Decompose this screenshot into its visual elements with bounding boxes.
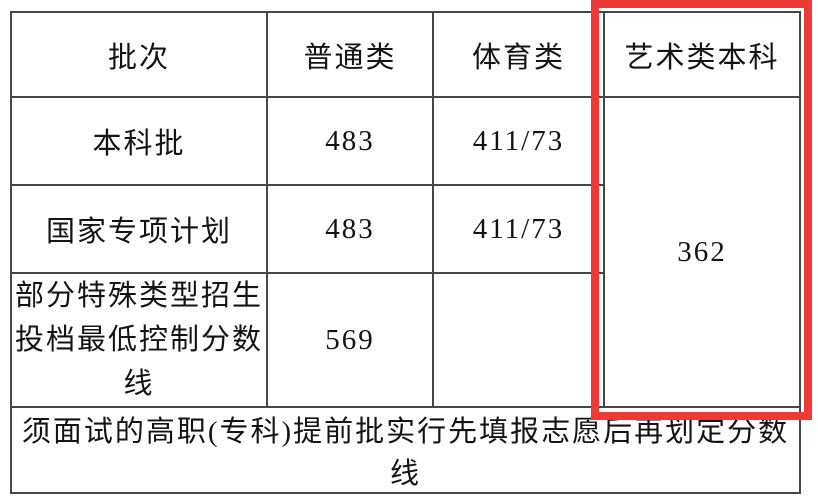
score-table: 批次 普通类 体育类 艺术类本科 本科批 483 411/73 362 国家专项… xyxy=(10,11,801,494)
header-cell-batch: 批次 xyxy=(10,11,268,98)
table-row: 部分特殊类型招生投档最低控制分数线 569 xyxy=(10,272,800,408)
header-cell-regular: 普通类 xyxy=(266,11,434,98)
cell-regular-undergrad: 483 xyxy=(266,96,434,186)
table-header-row: 批次 普通类 体育类 艺术类本科 xyxy=(10,11,801,98)
cell-batch-special-type: 部分特殊类型招生投档最低控制分数线 xyxy=(10,272,268,408)
header-cell-arts: 艺术类本科 xyxy=(603,11,801,98)
table-note-row: 须面试的高职(专科)提前批实行先填报志愿后再划定分数线 xyxy=(10,406,801,494)
header-cell-sports: 体育类 xyxy=(432,11,605,98)
cell-sports-special-type-empty xyxy=(432,272,605,408)
table-row: 本科批 483 411/73 362 xyxy=(10,96,801,408)
cell-sports-undergrad: 411/73 xyxy=(432,96,605,186)
cell-batch-national-plan: 国家专项计划 xyxy=(10,184,268,274)
footer-note-text: 须面试的高职(专科)提前批实行先填报志愿后再划定分数线 xyxy=(10,406,801,494)
cell-regular-special-type: 569 xyxy=(266,272,434,408)
cell-arts-merged-value: 362 xyxy=(603,96,801,408)
cell-regular-national-plan: 483 xyxy=(266,184,434,274)
cell-batch-undergrad: 本科批 xyxy=(10,96,268,186)
cell-sports-national-plan: 411/73 xyxy=(432,184,605,274)
table-row: 国家专项计划 483 411/73 xyxy=(10,184,800,274)
